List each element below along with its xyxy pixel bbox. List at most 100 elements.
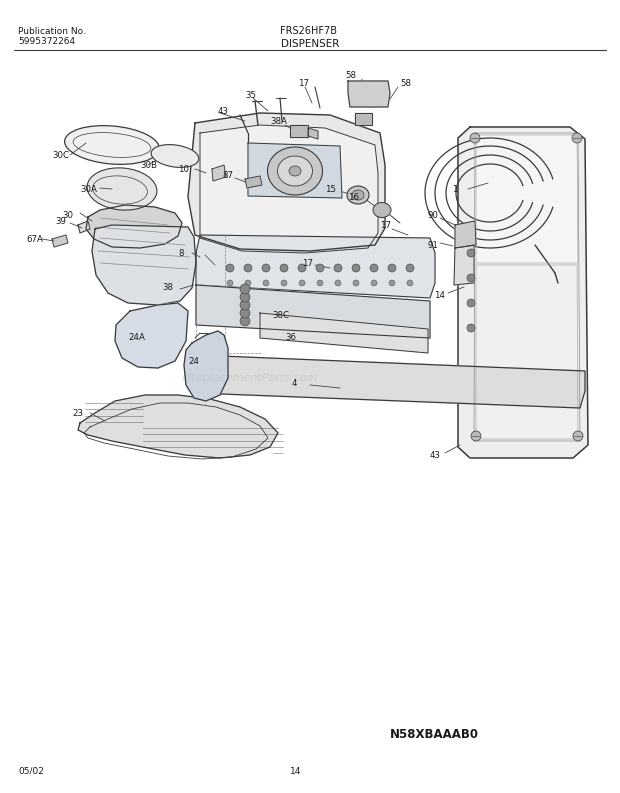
Circle shape xyxy=(262,264,270,272)
Circle shape xyxy=(280,264,288,272)
Text: 91: 91 xyxy=(428,240,439,250)
Text: N58XBAAAB0: N58XBAAAB0 xyxy=(390,729,479,741)
Polygon shape xyxy=(78,395,278,458)
Text: 8: 8 xyxy=(178,248,184,258)
Circle shape xyxy=(388,264,396,272)
Polygon shape xyxy=(212,165,226,181)
Circle shape xyxy=(281,280,287,286)
Circle shape xyxy=(389,280,395,286)
Text: 38A: 38A xyxy=(270,117,287,125)
Circle shape xyxy=(226,264,234,272)
Polygon shape xyxy=(455,221,476,248)
Circle shape xyxy=(263,280,269,286)
Circle shape xyxy=(467,299,475,307)
Ellipse shape xyxy=(151,144,199,167)
Circle shape xyxy=(406,264,414,272)
Polygon shape xyxy=(92,225,196,305)
Circle shape xyxy=(467,274,475,282)
Polygon shape xyxy=(196,235,435,298)
Text: 43: 43 xyxy=(218,106,229,116)
Ellipse shape xyxy=(347,186,369,204)
Polygon shape xyxy=(458,127,588,458)
Circle shape xyxy=(572,133,582,143)
Text: 38: 38 xyxy=(162,284,173,293)
Text: 39: 39 xyxy=(55,216,66,225)
Text: Publication No.: Publication No. xyxy=(18,26,86,36)
Polygon shape xyxy=(52,235,68,247)
Text: 67A: 67A xyxy=(26,235,43,243)
Text: 30A: 30A xyxy=(80,185,97,193)
Circle shape xyxy=(240,284,250,294)
Polygon shape xyxy=(476,135,578,263)
Polygon shape xyxy=(454,245,474,285)
Text: 17: 17 xyxy=(380,220,391,229)
Circle shape xyxy=(240,292,250,302)
Text: DISPENSER: DISPENSER xyxy=(281,39,339,49)
Circle shape xyxy=(240,300,250,310)
Polygon shape xyxy=(476,265,578,439)
Text: FRS26HF7B: FRS26HF7B xyxy=(280,26,337,36)
Polygon shape xyxy=(290,125,308,137)
Text: 4: 4 xyxy=(292,378,298,388)
Polygon shape xyxy=(245,176,262,188)
Polygon shape xyxy=(260,313,428,353)
Text: 17: 17 xyxy=(302,259,313,267)
Text: 30: 30 xyxy=(62,210,73,220)
Text: 14: 14 xyxy=(434,290,445,300)
Polygon shape xyxy=(78,221,90,233)
Text: eReplacementParts.com: eReplacementParts.com xyxy=(182,373,318,383)
Ellipse shape xyxy=(352,190,364,200)
Ellipse shape xyxy=(267,147,322,195)
Polygon shape xyxy=(184,331,228,401)
Circle shape xyxy=(467,249,475,257)
Circle shape xyxy=(227,280,233,286)
Circle shape xyxy=(317,280,323,286)
Circle shape xyxy=(470,133,480,143)
Circle shape xyxy=(240,308,250,318)
Circle shape xyxy=(352,264,360,272)
Circle shape xyxy=(467,324,475,332)
Circle shape xyxy=(316,264,324,272)
Text: 35: 35 xyxy=(245,90,256,99)
Text: 14: 14 xyxy=(290,767,301,776)
Text: 10: 10 xyxy=(178,164,189,174)
Polygon shape xyxy=(196,285,430,338)
Circle shape xyxy=(471,431,481,441)
Circle shape xyxy=(334,264,342,272)
Circle shape xyxy=(244,264,252,272)
Text: 05/02: 05/02 xyxy=(18,767,44,776)
Circle shape xyxy=(353,280,359,286)
Circle shape xyxy=(298,264,306,272)
Circle shape xyxy=(573,431,583,441)
Text: 30C: 30C xyxy=(52,151,69,159)
Ellipse shape xyxy=(278,156,312,186)
Circle shape xyxy=(245,280,251,286)
Text: 15: 15 xyxy=(325,185,336,193)
Text: 30B: 30B xyxy=(140,160,157,170)
Text: 36: 36 xyxy=(285,332,296,342)
Text: 23: 23 xyxy=(72,408,83,417)
Text: 87: 87 xyxy=(222,170,233,179)
Polygon shape xyxy=(86,205,182,248)
Text: 24: 24 xyxy=(188,357,199,366)
Text: 5995372264: 5995372264 xyxy=(18,36,75,45)
Ellipse shape xyxy=(87,168,157,210)
Circle shape xyxy=(407,280,413,286)
Circle shape xyxy=(335,280,341,286)
Ellipse shape xyxy=(289,166,301,176)
Polygon shape xyxy=(200,125,378,253)
Text: 16: 16 xyxy=(348,193,359,201)
Text: 1: 1 xyxy=(452,185,458,193)
Text: 90: 90 xyxy=(427,210,438,220)
Ellipse shape xyxy=(64,125,159,164)
Polygon shape xyxy=(115,303,188,368)
Text: 58: 58 xyxy=(345,71,356,79)
Circle shape xyxy=(370,264,378,272)
Text: 43: 43 xyxy=(430,450,441,459)
Text: 24A: 24A xyxy=(128,332,145,342)
Text: 38C: 38C xyxy=(272,312,289,320)
Circle shape xyxy=(240,316,250,326)
Polygon shape xyxy=(248,143,342,198)
Polygon shape xyxy=(196,355,585,408)
Circle shape xyxy=(371,280,377,286)
